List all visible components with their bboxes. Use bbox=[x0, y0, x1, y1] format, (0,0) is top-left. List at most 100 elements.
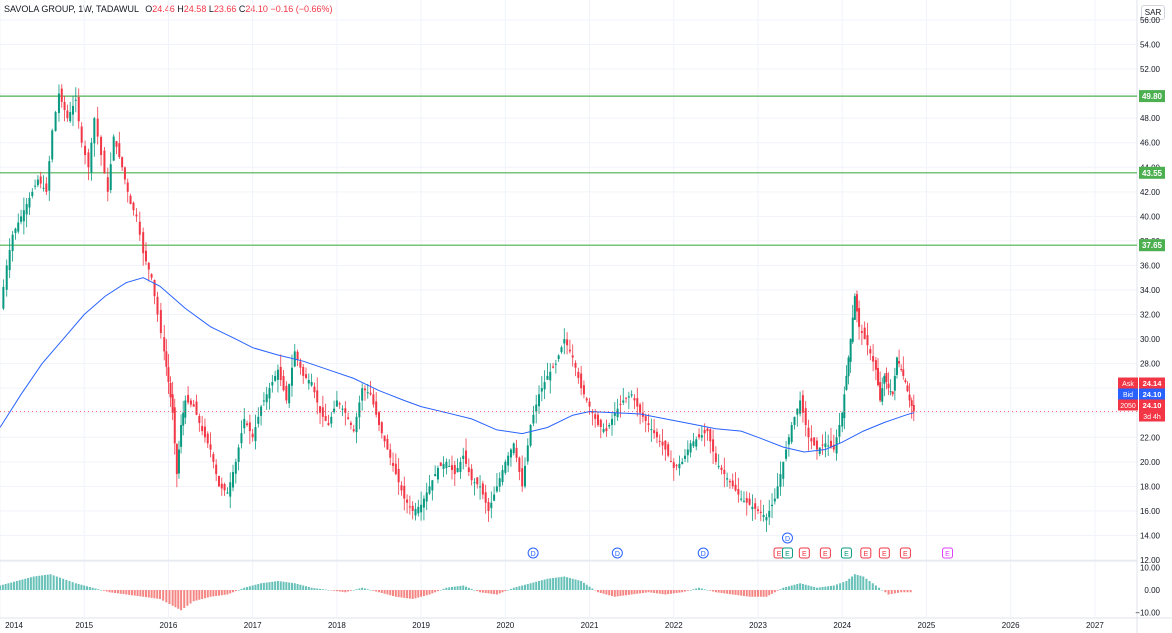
oscillator-bar bbox=[1, 584, 4, 590]
candle-body bbox=[220, 483, 223, 489]
oscillator-bar bbox=[782, 587, 785, 590]
candle-body bbox=[734, 484, 737, 491]
last-price-tag-countdown: 3d 4h bbox=[1143, 414, 1161, 421]
oscillator-bar bbox=[667, 590, 670, 595]
oscillator-bar bbox=[29, 577, 32, 590]
candle-body bbox=[782, 461, 785, 479]
candle-body bbox=[182, 412, 185, 426]
candle-body bbox=[276, 369, 279, 380]
oscillator-bar bbox=[119, 590, 122, 594]
candle-body bbox=[625, 397, 628, 399]
oscillator-bar bbox=[619, 590, 622, 596]
oscillator-bar bbox=[684, 590, 687, 592]
candle-body bbox=[74, 99, 77, 101]
candle-body bbox=[206, 433, 209, 444]
oscillator-bar bbox=[776, 590, 779, 591]
candle-body bbox=[664, 440, 667, 450]
candle-body bbox=[135, 214, 138, 217]
candle-body bbox=[807, 427, 810, 438]
oscillator-bar bbox=[422, 590, 425, 596]
oscillator-bar bbox=[425, 590, 428, 596]
oscillator-bar bbox=[554, 577, 557, 590]
x-tick-label: 2022 bbox=[665, 621, 683, 630]
candle-body bbox=[647, 423, 650, 425]
candle-body bbox=[566, 339, 569, 346]
oscillator-bar bbox=[804, 584, 807, 590]
level-price-tag-label: 43.55 bbox=[1142, 169, 1163, 178]
candle-body bbox=[63, 101, 66, 110]
oscillator-bar bbox=[552, 578, 555, 590]
earnings-marker bbox=[819, 547, 831, 559]
candle-body bbox=[165, 351, 168, 367]
dividend-marker-label: D bbox=[785, 536, 790, 543]
oscillator-bar bbox=[810, 586, 813, 590]
oscillator-bar bbox=[535, 581, 538, 590]
oscillator-bar bbox=[585, 584, 588, 590]
oscillator-bar bbox=[622, 590, 625, 596]
earnings-marker bbox=[840, 547, 852, 559]
candle-body bbox=[881, 388, 884, 402]
candle-body bbox=[106, 177, 109, 192]
candle-body bbox=[560, 347, 563, 353]
candle-body bbox=[476, 477, 479, 485]
candle-body bbox=[771, 504, 774, 507]
candle-body bbox=[226, 492, 229, 494]
candle-body bbox=[159, 310, 162, 333]
oscillator-bar bbox=[288, 582, 291, 590]
oscillator-bar bbox=[46, 574, 49, 590]
oscillator-bar bbox=[689, 590, 692, 591]
oscillator-bar bbox=[439, 590, 442, 591]
candle-body bbox=[847, 357, 850, 377]
candle-body bbox=[895, 357, 898, 375]
oscillator-bar bbox=[829, 585, 832, 590]
oscillator-bar bbox=[878, 587, 881, 590]
oscillator-bar bbox=[209, 590, 212, 597]
change-value: −0.16 (−0.66%) bbox=[270, 4, 333, 14]
candle-body bbox=[627, 396, 630, 398]
candle-body bbox=[274, 375, 277, 381]
oscillator-bar bbox=[434, 590, 437, 593]
oscillator-bar bbox=[768, 590, 771, 596]
y-tick-label: 40.00 bbox=[1140, 212, 1161, 221]
candle-body bbox=[898, 361, 901, 364]
oscillator-bar bbox=[560, 576, 563, 590]
oscillator-bar bbox=[669, 590, 672, 594]
candle-body bbox=[596, 414, 599, 425]
candle-body bbox=[717, 465, 720, 467]
candle-body bbox=[406, 499, 409, 503]
candle-body bbox=[773, 498, 776, 502]
candle-body bbox=[613, 412, 616, 416]
candle-body bbox=[436, 467, 439, 480]
oscillator-bar bbox=[274, 581, 277, 590]
oscillator-bar bbox=[714, 590, 717, 593]
oscillator-bar bbox=[479, 590, 482, 593]
candle-body bbox=[493, 494, 496, 501]
candle-body bbox=[192, 404, 195, 407]
candle-body bbox=[34, 185, 37, 187]
candle-body bbox=[866, 335, 869, 346]
candle-body bbox=[787, 437, 790, 445]
candle-body bbox=[450, 465, 453, 470]
y-tick-label: 46.00 bbox=[1140, 139, 1161, 148]
candle-body bbox=[42, 187, 45, 189]
oscillator-bar bbox=[116, 590, 119, 594]
oscillator-bar bbox=[358, 588, 361, 590]
oscillator-bar bbox=[627, 590, 630, 595]
candle-body bbox=[321, 407, 324, 417]
oscillator-bar bbox=[862, 576, 865, 590]
candle-body bbox=[144, 250, 147, 262]
candle-body bbox=[726, 478, 729, 480]
oscillator-bar bbox=[890, 590, 893, 594]
currency-button[interactable]: SAR bbox=[1141, 5, 1165, 20]
candle-body bbox=[8, 250, 11, 271]
candle-body bbox=[422, 498, 425, 508]
candle-body bbox=[324, 416, 327, 421]
candle-body bbox=[723, 469, 726, 475]
candle-body bbox=[310, 382, 313, 386]
oscillator-bar bbox=[406, 590, 409, 599]
candle-body bbox=[790, 425, 793, 443]
candle-body bbox=[177, 449, 180, 474]
candle-body bbox=[333, 408, 336, 412]
oscillator-bar bbox=[509, 588, 512, 590]
